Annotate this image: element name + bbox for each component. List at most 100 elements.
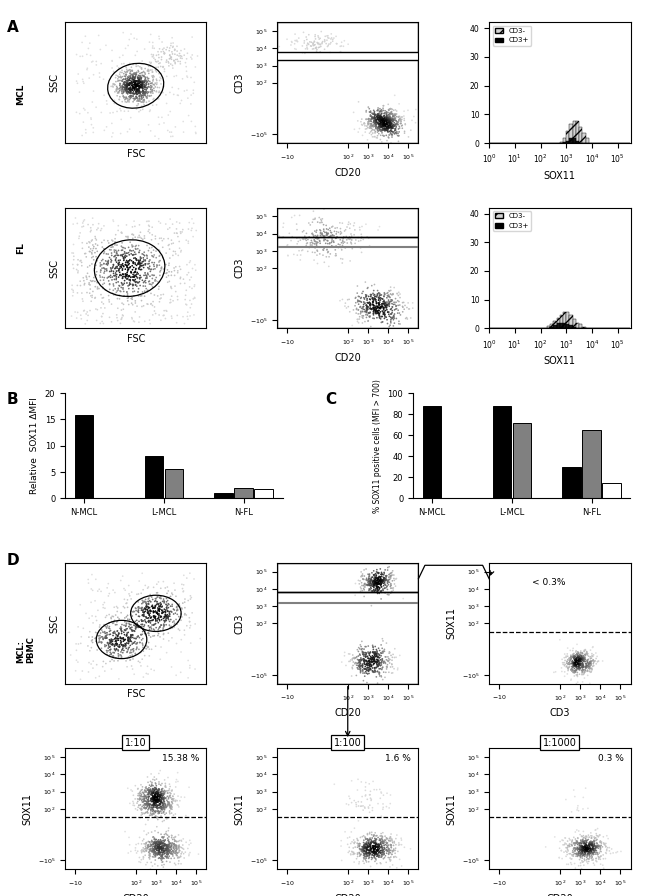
- Point: [372, 655, 383, 669]
- Point: [176, 849, 186, 864]
- Point: [154, 806, 164, 820]
- Bar: [569, 138, 573, 143]
- Point: [391, 120, 401, 134]
- Point: [151, 836, 161, 850]
- Point: [551, 665, 561, 679]
- Point: [136, 72, 146, 86]
- Point: [402, 312, 413, 326]
- Point: [370, 583, 380, 598]
- Point: [354, 654, 365, 668]
- Point: [79, 76, 89, 90]
- Point: [157, 594, 168, 608]
- Point: [382, 846, 392, 860]
- Point: [289, 247, 299, 262]
- Point: [147, 791, 157, 806]
- Point: [369, 840, 380, 854]
- Point: [582, 655, 593, 669]
- Point: [140, 837, 151, 851]
- Point: [377, 642, 387, 656]
- Point: [367, 292, 378, 306]
- Point: [102, 636, 112, 650]
- Point: [379, 118, 389, 133]
- Point: [369, 298, 379, 313]
- Point: [109, 625, 119, 640]
- Point: [164, 843, 174, 857]
- Point: [165, 292, 176, 306]
- Point: [568, 659, 578, 674]
- Point: [110, 235, 120, 249]
- Point: [372, 103, 383, 117]
- Point: [117, 258, 127, 272]
- Point: [113, 627, 124, 642]
- Point: [384, 305, 394, 319]
- Point: [383, 119, 393, 134]
- Point: [365, 848, 375, 862]
- Point: [155, 620, 165, 634]
- Bar: [423, 406, 441, 498]
- Point: [359, 661, 369, 676]
- Point: [153, 626, 164, 641]
- Point: [157, 846, 168, 860]
- Point: [88, 125, 99, 140]
- Point: [122, 249, 132, 263]
- Point: [350, 237, 360, 251]
- Point: [344, 232, 355, 246]
- Point: [111, 271, 122, 285]
- Point: [111, 636, 121, 650]
- Point: [125, 90, 135, 105]
- Point: [148, 789, 158, 804]
- Point: [142, 797, 152, 812]
- Point: [143, 72, 153, 86]
- Point: [371, 116, 382, 130]
- Point: [175, 55, 185, 69]
- Point: [106, 662, 116, 676]
- Point: [142, 90, 152, 105]
- Point: [115, 77, 125, 91]
- Point: [365, 297, 375, 312]
- Point: [302, 39, 312, 53]
- Point: [145, 277, 155, 291]
- Point: [113, 256, 124, 271]
- Point: [179, 84, 190, 99]
- Point: [384, 319, 395, 333]
- Point: [125, 646, 135, 660]
- Point: [580, 842, 591, 857]
- Point: [150, 838, 161, 852]
- Point: [144, 220, 155, 234]
- Point: [101, 608, 112, 623]
- Point: [151, 841, 162, 856]
- Point: [82, 237, 92, 251]
- Point: [374, 290, 384, 305]
- Point: [139, 84, 150, 99]
- Point: [142, 841, 153, 856]
- Point: [82, 272, 92, 287]
- Point: [172, 226, 182, 240]
- Point: [155, 789, 165, 804]
- Point: [146, 82, 156, 97]
- Point: [152, 595, 162, 609]
- Point: [159, 836, 170, 850]
- Point: [141, 597, 151, 611]
- Point: [353, 662, 363, 676]
- Point: [581, 843, 592, 857]
- Point: [114, 86, 124, 100]
- X-axis label: CD20: CD20: [334, 893, 361, 896]
- Point: [105, 277, 115, 291]
- Point: [151, 797, 162, 812]
- Point: [573, 798, 583, 813]
- Point: [571, 653, 581, 668]
- Point: [331, 239, 341, 254]
- Point: [173, 789, 183, 804]
- Point: [562, 657, 573, 671]
- Point: [144, 277, 155, 291]
- Point: [181, 52, 192, 66]
- Point: [587, 836, 597, 850]
- Point: [168, 607, 179, 621]
- Point: [99, 256, 109, 271]
- Point: [362, 792, 372, 806]
- Point: [380, 841, 390, 856]
- Point: [105, 633, 116, 648]
- Point: [384, 570, 394, 584]
- Point: [151, 834, 162, 849]
- Point: [123, 636, 133, 650]
